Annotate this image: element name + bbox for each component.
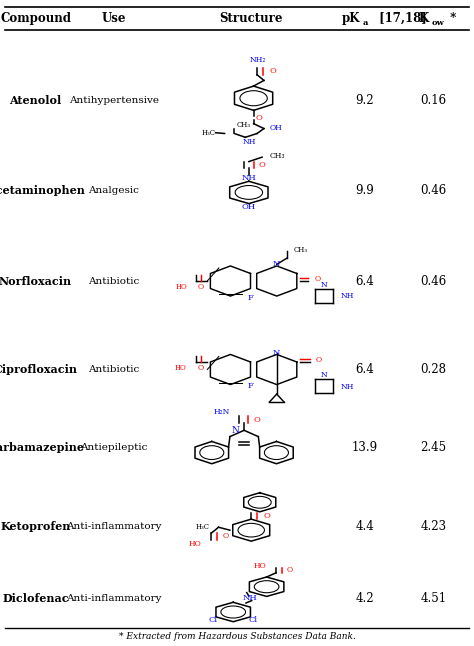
Text: N: N (231, 426, 239, 435)
Text: Anti-inflammatory: Anti-inflammatory (66, 522, 162, 531)
Text: CH₃: CH₃ (237, 121, 250, 129)
Text: O: O (223, 532, 228, 541)
Text: Carbamazepine: Carbamazepine (0, 441, 84, 453)
Text: O: O (287, 566, 293, 574)
Text: Ketoprofen: Ketoprofen (0, 521, 71, 532)
Text: HO: HO (176, 283, 188, 291)
Text: Use: Use (101, 12, 126, 25)
Text: 0.46: 0.46 (420, 184, 447, 197)
Text: Cl: Cl (209, 616, 218, 624)
Text: F: F (247, 382, 254, 390)
Text: N: N (320, 371, 327, 379)
Text: NH₂: NH₂ (249, 56, 266, 64)
Text: CH₃: CH₃ (270, 152, 285, 160)
Text: Acetaminophen: Acetaminophen (0, 185, 84, 196)
Text: pK: pK (342, 12, 360, 25)
Text: 13.9: 13.9 (352, 441, 378, 453)
Text: Atenolol: Atenolol (9, 94, 62, 106)
Text: 6.4: 6.4 (356, 275, 374, 287)
Text: O: O (255, 114, 263, 121)
Text: H₂N: H₂N (213, 408, 230, 416)
Text: NH: NH (243, 594, 258, 602)
Text: *: * (446, 12, 456, 25)
Text: Antibiotic: Antibiotic (88, 276, 139, 286)
Text: Antihypertensive: Antihypertensive (69, 96, 159, 105)
Text: 9.2: 9.2 (356, 94, 374, 107)
Text: Ciprofloxacin: Ciprofloxacin (0, 364, 78, 375)
Text: O: O (316, 357, 322, 364)
Text: 2.45: 2.45 (420, 441, 447, 453)
Text: O: O (254, 415, 261, 424)
Text: [17,18]: [17,18] (375, 12, 427, 25)
Text: NH: NH (241, 174, 256, 182)
Text: 0.28: 0.28 (421, 363, 447, 376)
Text: * Extracted from Hazardous Substances Data Bank.: * Extracted from Hazardous Substances Da… (118, 632, 356, 641)
Text: 9.9: 9.9 (356, 184, 374, 197)
Text: O: O (264, 512, 270, 520)
Text: HO: HO (175, 364, 187, 372)
Text: CH₃: CH₃ (293, 246, 307, 254)
Text: N: N (273, 260, 281, 268)
Text: N: N (273, 349, 281, 357)
Text: OH: OH (242, 203, 256, 211)
Text: Norfloxacin: Norfloxacin (0, 275, 72, 287)
Text: ow: ow (431, 19, 444, 26)
Text: Cl: Cl (248, 616, 258, 624)
Text: O: O (198, 364, 204, 372)
Text: H₃C: H₃C (201, 129, 216, 137)
Text: 4.51: 4.51 (420, 592, 447, 605)
Text: NH: NH (340, 382, 354, 391)
Text: 4.4: 4.4 (356, 520, 374, 533)
Text: O: O (269, 67, 276, 76)
Text: HO: HO (253, 561, 266, 570)
Text: 6.4: 6.4 (356, 363, 374, 376)
Text: Compound: Compound (0, 12, 71, 25)
Text: Antibiotic: Antibiotic (88, 365, 139, 374)
Text: O: O (259, 161, 265, 169)
Text: NH: NH (243, 138, 256, 146)
Text: 4.23: 4.23 (420, 520, 447, 533)
Text: Anti-inflammatory: Anti-inflammatory (66, 594, 162, 603)
Text: O: O (315, 275, 320, 284)
Text: H₃C: H₃C (196, 523, 210, 531)
Text: 0.16: 0.16 (420, 94, 447, 107)
Text: N: N (320, 281, 327, 289)
Text: HO: HO (189, 540, 201, 548)
Text: Antiepileptic: Antiepileptic (80, 443, 147, 452)
Text: 4.2: 4.2 (356, 592, 374, 605)
Text: NH: NH (340, 292, 354, 300)
Text: a: a (363, 19, 368, 26)
Text: 0.46: 0.46 (420, 275, 447, 287)
Text: OH: OH (269, 124, 282, 132)
Text: Diclofenac: Diclofenac (2, 593, 69, 605)
Text: O: O (198, 283, 204, 291)
Text: K: K (419, 12, 429, 25)
Text: Analgesic: Analgesic (88, 186, 139, 195)
Text: F: F (247, 294, 254, 302)
Text: Structure: Structure (219, 12, 283, 25)
